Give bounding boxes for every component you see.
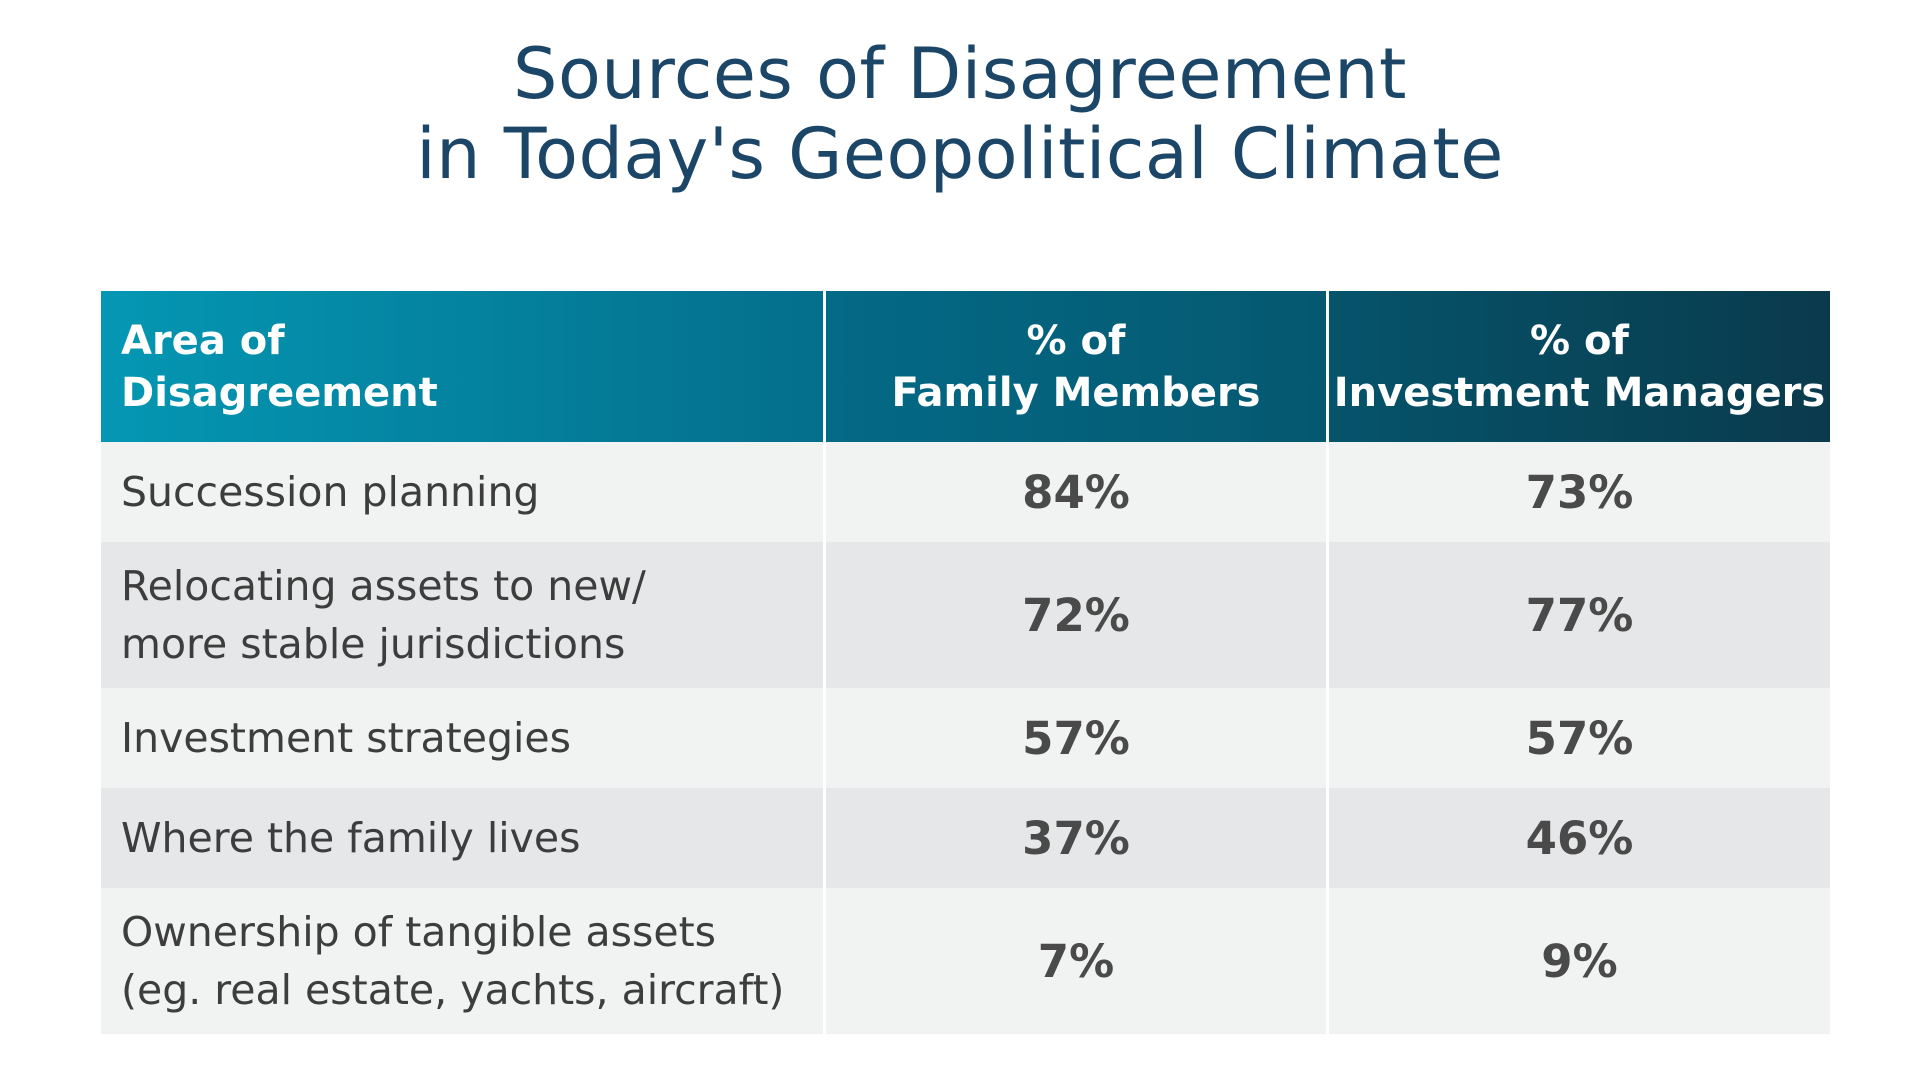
area-cell: Ownership of tangible assets (eg. real e…	[101, 888, 823, 1034]
table-row: Relocating assets to new/ more stable ju…	[101, 542, 1830, 688]
table-row: Ownership of tangible assets (eg. real e…	[101, 888, 1830, 1034]
area-text: Relocating assets to new/	[121, 562, 646, 610]
managers-value-cell: 9%	[1329, 888, 1830, 1034]
area-text: Ownership of tangible assets	[121, 908, 717, 956]
table-row: Succession planning 84% 73%	[101, 442, 1830, 542]
header-text: Area of	[121, 317, 285, 364]
family-value-cell: 37%	[826, 788, 1326, 888]
table-header-row: Area of Disagreement % of Family Members…	[101, 291, 1830, 442]
chart-title-line-1: Sources of Disagreement	[513, 33, 1407, 115]
header-investment-managers: % of Investment Managers	[1329, 291, 1830, 442]
family-value-cell: 7%	[826, 888, 1326, 1034]
disagreement-table: Area of Disagreement % of Family Members…	[101, 291, 1830, 1034]
family-value-cell: 72%	[826, 542, 1326, 688]
family-value-cell: 84%	[826, 442, 1326, 542]
header-area-of-disagreement: Area of Disagreement	[101, 291, 823, 442]
area-text: Succession planning	[121, 468, 540, 516]
header-text: Disagreement	[121, 369, 438, 416]
table-row: Where the family lives 37% 46%	[101, 788, 1830, 888]
header-text: Family Members	[891, 369, 1261, 416]
managers-value-cell: 46%	[1329, 788, 1830, 888]
header-family-members: % of Family Members	[826, 291, 1326, 442]
area-text: more stable jurisdictions	[121, 620, 626, 668]
area-text: Where the family lives	[121, 814, 581, 862]
header-text: Investment Managers	[1333, 369, 1826, 416]
area-cell: Relocating assets to new/ more stable ju…	[101, 542, 823, 688]
managers-value-cell: 73%	[1329, 442, 1830, 542]
area-text: (eg. real estate, yachts, aircraft)	[121, 966, 785, 1014]
area-cell: Succession planning	[101, 442, 823, 542]
header-text: % of	[1026, 317, 1126, 364]
header-text: % of	[1530, 317, 1629, 364]
area-text: Investment strategies	[121, 714, 571, 762]
table-row: Investment strategies 57% 57%	[101, 688, 1830, 788]
chart-title-line-2: in Today's Geopolitical Climate	[416, 113, 1504, 195]
family-value-cell: 57%	[826, 688, 1326, 788]
area-cell: Where the family lives	[101, 788, 823, 888]
managers-value-cell: 77%	[1329, 542, 1830, 688]
managers-value-cell: 57%	[1329, 688, 1830, 788]
area-cell: Investment strategies	[101, 688, 823, 788]
